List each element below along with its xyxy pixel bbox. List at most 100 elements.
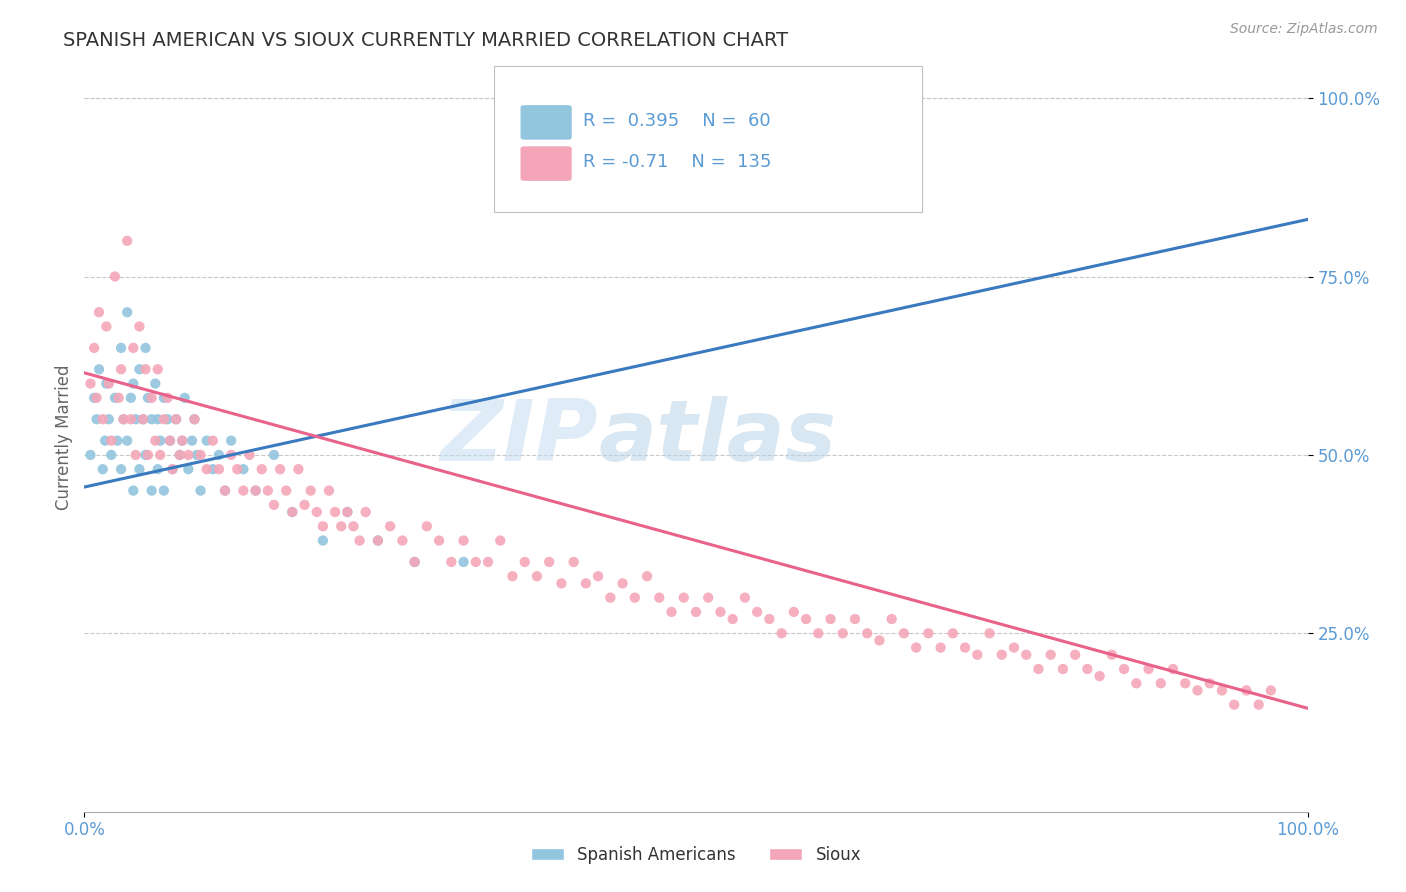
Point [91, 462, 114, 476]
Text: R = -0.71    N =  135: R = -0.71 N = 135 [583, 153, 772, 171]
Point [79, 376, 101, 391]
Point [245, 483, 267, 498]
Point [153, 412, 176, 426]
Point [219, 434, 242, 448]
Point [624, 591, 647, 605]
Point [747, 605, 769, 619]
Point [1150, 676, 1173, 690]
Point [125, 412, 148, 426]
Point [195, 462, 218, 476]
Point [1187, 683, 1209, 698]
Point [162, 462, 184, 476]
Point [141, 412, 163, 426]
Point [115, 305, 138, 319]
Point [287, 462, 309, 476]
Point [1260, 683, 1282, 698]
Point [312, 533, 335, 548]
Point [112, 412, 135, 426]
Point [232, 483, 254, 498]
Point [257, 483, 280, 498]
Point [153, 391, 176, 405]
Point [538, 555, 561, 569]
Point [135, 341, 157, 355]
Point [149, 448, 172, 462]
Point [336, 505, 359, 519]
Point [177, 462, 200, 476]
Point [979, 626, 1001, 640]
Point [208, 462, 231, 476]
Point [100, 434, 122, 448]
Point [156, 391, 179, 405]
Point [232, 462, 254, 476]
Point [120, 391, 142, 405]
Point [159, 434, 181, 448]
Point [186, 448, 208, 462]
Point [96, 319, 118, 334]
Point [263, 448, 285, 462]
Point [1052, 662, 1074, 676]
Point [427, 533, 450, 548]
Point [685, 605, 707, 619]
Point [86, 391, 108, 405]
Point [141, 483, 163, 498]
Point [349, 533, 371, 548]
Point [162, 462, 184, 476]
Point [159, 434, 181, 448]
Point [143, 376, 166, 391]
Point [263, 498, 285, 512]
Point [758, 612, 780, 626]
Point [281, 505, 304, 519]
Point [214, 483, 236, 498]
Legend: Spanish Americans, Sioux: Spanish Americans, Sioux [524, 839, 868, 871]
Point [783, 605, 806, 619]
Point [1002, 640, 1025, 655]
FancyBboxPatch shape [520, 145, 572, 182]
Point [648, 591, 671, 605]
Point [136, 391, 159, 405]
Point [195, 434, 218, 448]
Point [276, 483, 298, 498]
Point [190, 483, 212, 498]
Point [153, 483, 176, 498]
Point [318, 483, 340, 498]
Point [86, 412, 108, 426]
Point [807, 626, 830, 640]
Point [1236, 683, 1258, 698]
Point [219, 448, 242, 462]
FancyBboxPatch shape [494, 66, 922, 212]
Point [208, 448, 231, 462]
Point [880, 612, 903, 626]
Point [697, 591, 720, 605]
Point [104, 269, 127, 284]
Point [562, 555, 585, 569]
Point [612, 576, 634, 591]
Point [869, 633, 891, 648]
Point [183, 412, 205, 426]
Text: atlas: atlas [598, 395, 837, 479]
Point [391, 533, 413, 548]
Point [87, 362, 110, 376]
Point [83, 341, 105, 355]
Point [94, 434, 117, 448]
Point [917, 626, 939, 640]
Point [143, 434, 166, 448]
Point [104, 391, 127, 405]
Point [122, 341, 145, 355]
Point [1137, 662, 1160, 676]
Point [305, 505, 328, 519]
Point [172, 434, 194, 448]
Point [96, 376, 118, 391]
Point [146, 462, 169, 476]
Point [105, 434, 128, 448]
Point [1174, 676, 1197, 690]
Point [1161, 662, 1184, 676]
Point [367, 533, 389, 548]
Point [299, 483, 322, 498]
Point [128, 362, 150, 376]
Point [132, 412, 155, 426]
Point [146, 362, 169, 376]
Point [1088, 669, 1111, 683]
Point [380, 519, 402, 533]
Point [489, 533, 512, 548]
Point [453, 533, 475, 548]
